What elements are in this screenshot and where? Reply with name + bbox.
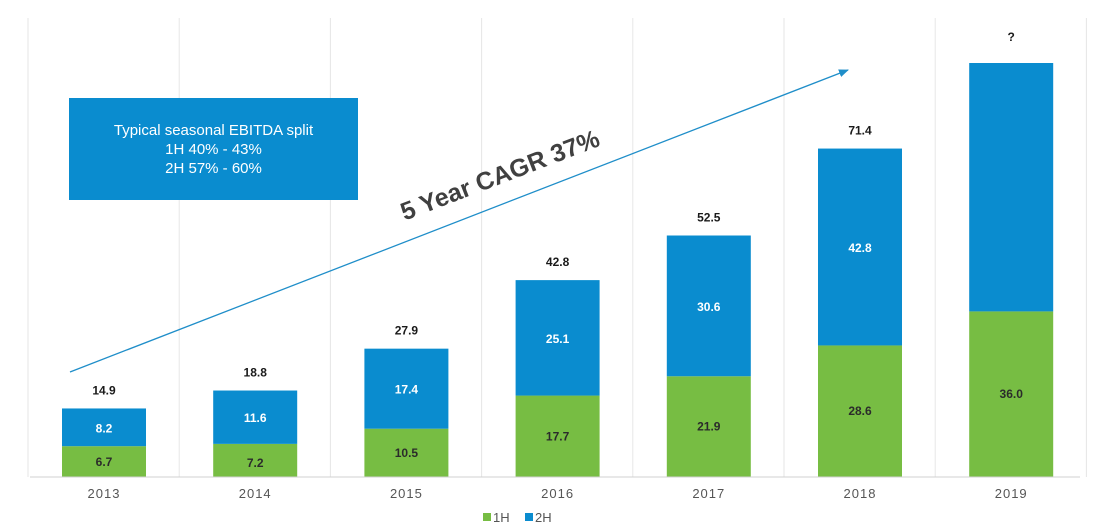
- label-2h-2014: 11.6: [244, 411, 267, 425]
- label-1h-2015: 10.5: [395, 446, 419, 460]
- x-tick-2019: 2019: [995, 486, 1028, 501]
- total-label-2018: 71.4: [848, 124, 872, 138]
- legend-swatch-2H: [525, 513, 533, 521]
- x-tick-labels: 2013 2014 2015 2016 2017 2018 2019: [88, 486, 1028, 501]
- bar-2h-2013: [62, 408, 146, 447]
- label-2h-2017: 30.6: [697, 300, 721, 314]
- label-1h-2019: 36.0: [1000, 387, 1024, 401]
- legend-swatch-1H: [483, 513, 491, 521]
- bar-1h-2014: [213, 443, 298, 477]
- legend: 1H 2H: [483, 510, 552, 525]
- total-label-2013: 14.9: [92, 383, 116, 397]
- x-tick-2013: 2013: [88, 486, 121, 501]
- x-tick-2014: 2014: [239, 486, 272, 501]
- label-1h-2016: 17.7: [546, 429, 570, 443]
- bar-1h-2015: [364, 428, 449, 477]
- x-tick-2017: 2017: [692, 486, 725, 501]
- x-tick-2016: 2016: [541, 486, 574, 501]
- bars: [62, 63, 1054, 477]
- bar-2h-2015: [364, 348, 449, 429]
- label-1h-2017: 21.9: [697, 420, 721, 434]
- bar-1h-2017: [666, 376, 751, 477]
- bar-2h-2019: [969, 63, 1054, 312]
- label-1h-2014: 7.2: [247, 456, 264, 470]
- bar-1h-2013: [62, 446, 146, 477]
- total-label-2014: 18.8: [244, 366, 268, 380]
- bar-1h-2018: [818, 345, 902, 477]
- callout-line-1h: 1H 40% - 43%: [165, 140, 262, 158]
- label-2h-2018: 42.8: [848, 241, 872, 255]
- bar-labels: 6.7 8.2 14.9 7.2 11.6 18.8 10.5 17.4 27.9 17.7 25.…: [92, 30, 1023, 470]
- cagr-annotation: 5 Year CAGR 37%: [397, 125, 604, 227]
- label-2h-2013: 8.2: [96, 421, 113, 435]
- total-label-2016: 42.8: [546, 255, 570, 269]
- callout-line-2h: 2H 57% - 60%: [165, 159, 262, 177]
- bar-2h-2017: [666, 235, 751, 377]
- x-tick-2015: 2015: [390, 486, 423, 501]
- legend-label-1H: 1H: [493, 510, 510, 525]
- bar-2h-2016: [515, 280, 600, 396]
- total-label-2015: 27.9: [395, 324, 419, 338]
- total-label-2019: ?: [1008, 30, 1015, 44]
- label-2h-2016: 25.1: [546, 332, 570, 346]
- callout-line-title: Typical seasonal EBITDA split: [113, 121, 314, 139]
- seasonal-split-callout: Typical seasonal EBITDA split 1H 40% - 4…: [69, 98, 358, 200]
- bar-2h-2018: [818, 148, 902, 346]
- x-tick-2018: 2018: [844, 486, 877, 501]
- total-label-2017: 52.5: [697, 211, 721, 225]
- label-1h-2013: 6.7: [96, 455, 113, 469]
- label-1h-2018: 28.6: [848, 404, 872, 418]
- label-2h-2015: 17.4: [395, 383, 419, 397]
- cagr-arrow: [69, 69, 849, 373]
- bar-2h-2014: [213, 390, 298, 444]
- legend-label-2H: 2H: [535, 510, 552, 525]
- bar-1h-2016: [515, 395, 600, 477]
- cagr-arrow-line: [69, 69, 849, 373]
- bar-1h-2019: [969, 311, 1054, 477]
